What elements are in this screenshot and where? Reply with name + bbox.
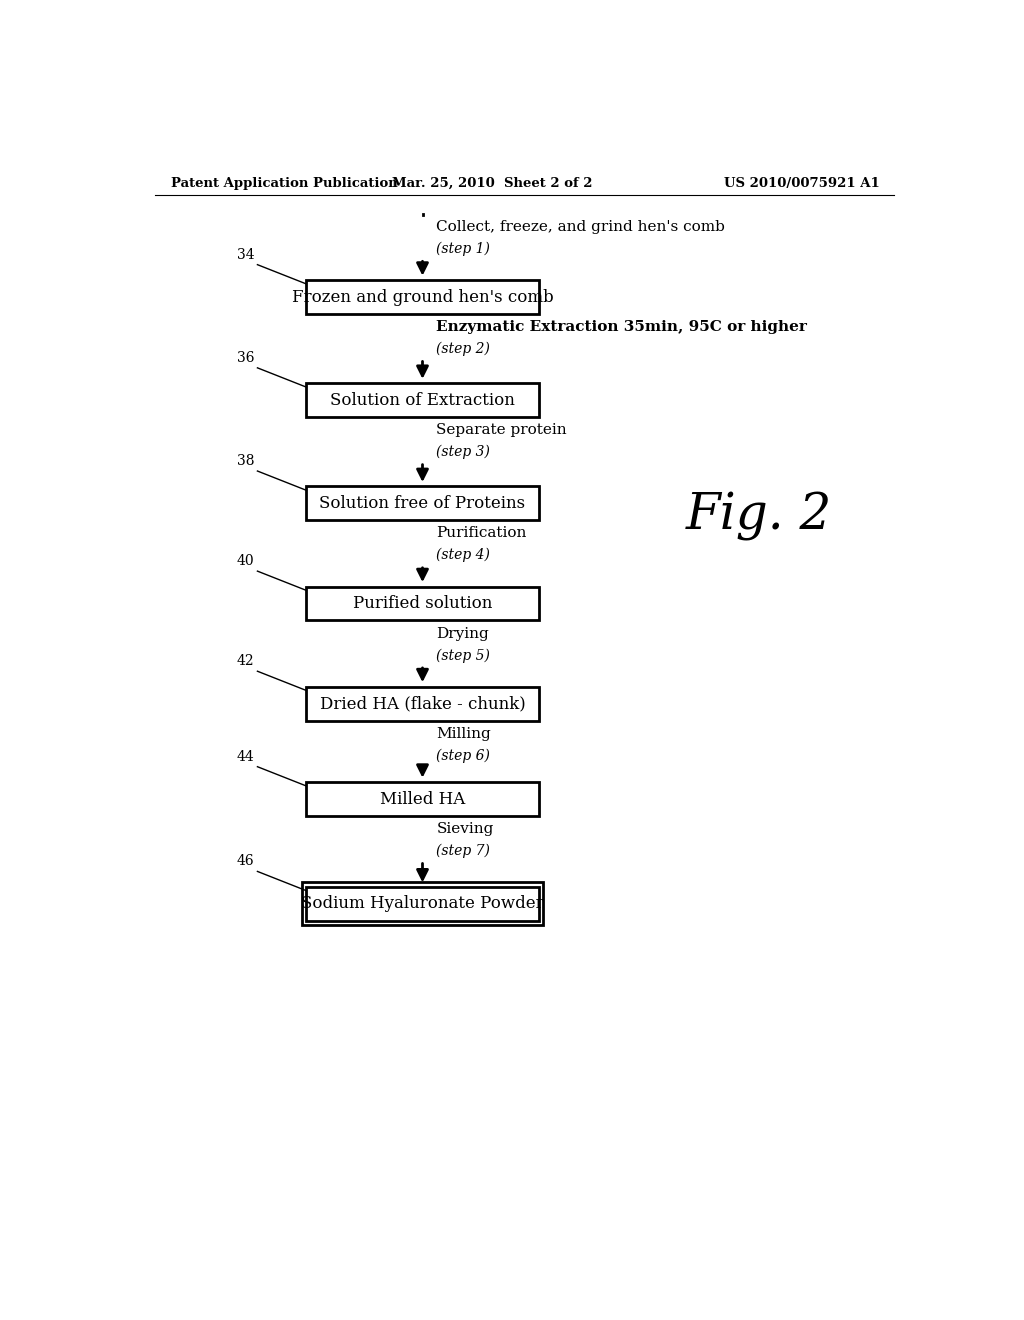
Text: (step 4): (step 4) [436, 548, 490, 562]
Text: Solution of Extraction: Solution of Extraction [330, 392, 515, 409]
Bar [306, 487, 539, 520]
Text: Patent Application Publication: Patent Application Publication [171, 177, 397, 190]
Text: Drying: Drying [436, 627, 489, 640]
Text: Milled HA: Milled HA [380, 791, 465, 808]
Text: Solution free of Proteins: Solution free of Proteins [319, 495, 525, 512]
Bar [306, 686, 539, 721]
Text: (step 2): (step 2) [436, 342, 490, 356]
Text: 34: 34 [237, 248, 254, 261]
Text: Sodium Hyaluronate Powder: Sodium Hyaluronate Powder [301, 895, 544, 912]
Text: Separate protein: Separate protein [436, 424, 567, 437]
Text: (step 3): (step 3) [436, 445, 490, 459]
Text: Enzymatic Extraction 35min, 95C or higher: Enzymatic Extraction 35min, 95C or highe… [436, 321, 807, 334]
Text: US 2010/0075921 A1: US 2010/0075921 A1 [724, 177, 880, 190]
Text: 40: 40 [237, 554, 254, 568]
Bar [302, 882, 544, 925]
Text: (step 5): (step 5) [436, 648, 490, 663]
Text: Sieving: Sieving [436, 822, 494, 836]
Text: Frozen and ground hen's comb: Frozen and ground hen's comb [292, 289, 553, 305]
Text: (step 6): (step 6) [436, 748, 490, 763]
Text: Mar. 25, 2010  Sheet 2 of 2: Mar. 25, 2010 Sheet 2 of 2 [392, 177, 593, 190]
Text: 36: 36 [237, 351, 254, 364]
Bar [306, 887, 539, 921]
Text: Milling: Milling [436, 726, 492, 741]
Text: 38: 38 [237, 454, 254, 469]
Text: Dried HA (flake - chunk): Dried HA (flake - chunk) [319, 696, 525, 711]
Text: (step 1): (step 1) [436, 242, 490, 256]
Text: Purification: Purification [436, 527, 526, 540]
Bar [306, 383, 539, 417]
Text: Collect, freeze, and grind hen's comb: Collect, freeze, and grind hen's comb [436, 220, 725, 234]
Text: Purified solution: Purified solution [353, 595, 493, 612]
Text: 42: 42 [237, 655, 254, 668]
Text: Fig. 2: Fig. 2 [686, 492, 833, 541]
Bar [306, 280, 539, 314]
Bar [306, 586, 539, 620]
Text: 44: 44 [237, 750, 254, 763]
Text: 46: 46 [237, 854, 254, 869]
Text: (step 7): (step 7) [436, 843, 490, 858]
Bar [306, 781, 539, 816]
